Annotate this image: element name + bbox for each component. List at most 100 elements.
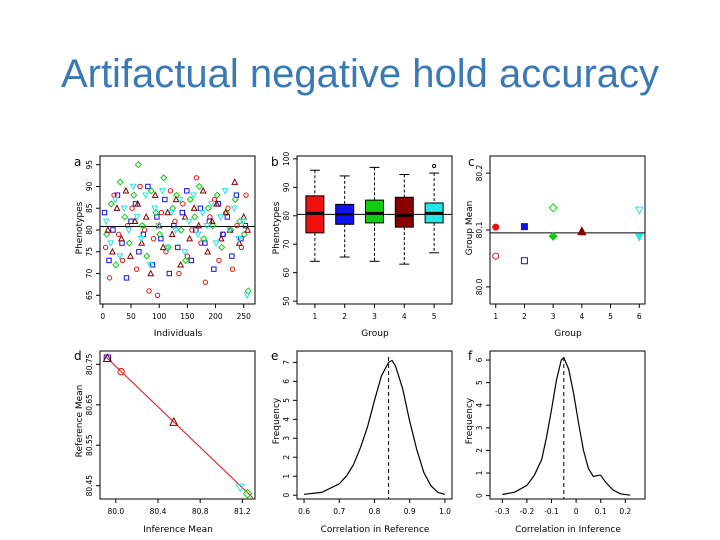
data-point <box>222 208 230 216</box>
x-tick-label: 0.1 <box>595 507 607 516</box>
data-point <box>147 187 155 195</box>
data-point <box>186 234 194 242</box>
data-point <box>164 243 172 251</box>
data-point <box>185 218 193 226</box>
slide-title: Artifactual negative hold accuracy <box>60 52 660 96</box>
panel-c-xlabel: Group <box>554 329 582 339</box>
x-tick-label: 81.2 <box>234 507 251 516</box>
data-point <box>150 236 157 242</box>
panel-c-plot: 1 2 3 4 5 6 80.0 80.1 80.2 <box>475 155 646 321</box>
group-mean-point <box>634 206 644 216</box>
y-tick-label: 3 <box>282 436 291 441</box>
x-tick-label: 2 <box>342 312 347 321</box>
data-point <box>106 257 112 264</box>
y-tick-label: 0 <box>475 493 484 498</box>
data-point <box>229 253 235 259</box>
y-tick-label: 80 <box>282 211 291 221</box>
data-point <box>116 253 124 261</box>
y-tick-label: 60 <box>282 268 291 278</box>
y-tick-label: 70 <box>85 269 94 279</box>
panel-b-label: b <box>271 155 279 169</box>
y-tick-label: 90 <box>85 181 94 191</box>
x-tick-label: 4 <box>579 312 584 321</box>
data-point <box>171 222 177 229</box>
data-point <box>119 240 125 246</box>
data-point <box>197 205 204 211</box>
data-point <box>175 244 181 251</box>
data-point <box>106 275 113 281</box>
data-point <box>151 191 159 198</box>
data-point <box>145 183 151 190</box>
data-point <box>181 249 189 256</box>
data-point <box>123 275 130 281</box>
data-point <box>160 174 168 182</box>
panel-a: a Individuals Phenotypes <box>74 155 203 339</box>
data-point <box>113 204 121 211</box>
data-point <box>180 201 186 207</box>
data-point <box>137 236 145 243</box>
panel-e-xlabel: Correlation in Reference <box>321 525 430 535</box>
data-point <box>146 288 152 294</box>
x-tick-label: 50 <box>126 312 136 321</box>
data-point <box>199 186 207 194</box>
x-tick-label: 0 <box>574 507 579 516</box>
data-point <box>190 204 198 211</box>
panel-d-xlabel: Inference Mean <box>143 525 213 535</box>
data-point <box>188 257 195 264</box>
data-point <box>154 292 161 298</box>
data-point <box>111 196 119 204</box>
data-point <box>137 183 143 190</box>
y-tick-label: 7 <box>282 360 291 365</box>
data-point <box>107 200 115 208</box>
data-point <box>133 266 140 272</box>
panel-a-xlabel: Individuals <box>154 329 203 339</box>
x-tick-label: 3 <box>551 312 556 321</box>
y-tick-label: 70 <box>282 239 291 249</box>
data-point <box>115 231 122 238</box>
data-point <box>243 192 249 198</box>
data-point <box>184 188 190 194</box>
panel-f-label: f <box>468 349 473 363</box>
data-point <box>177 226 185 234</box>
panel-f-ylabel: Frequency <box>465 397 475 444</box>
panel-d-ylabel: Reference Mean <box>75 385 85 458</box>
data-point <box>108 247 116 255</box>
data-point <box>203 222 211 230</box>
data-point <box>240 230 248 238</box>
data-point <box>151 205 159 213</box>
data-point <box>208 201 216 208</box>
data-point <box>231 195 239 204</box>
data-point <box>156 230 164 238</box>
group-mean-point <box>520 223 528 231</box>
y-tick-label: 50 <box>282 296 291 306</box>
y-tick-label: 80 <box>85 225 94 235</box>
x-tick-label: 3 <box>372 312 377 321</box>
group-mean-point <box>577 226 587 236</box>
panel-a-ylabel: Phenotypes <box>75 201 85 254</box>
y-tick-label: 5 <box>475 380 484 385</box>
y-tick-label: 80.45 <box>85 475 94 497</box>
data-point <box>166 270 173 277</box>
y-tick-label: 5 <box>282 398 291 403</box>
group-mean-point <box>548 203 558 213</box>
mean-point <box>169 416 179 426</box>
y-tick-label: 6 <box>475 357 484 362</box>
data-point <box>102 218 110 226</box>
data-point <box>191 213 199 221</box>
x-tick-label: 80.0 <box>107 507 124 516</box>
data-point <box>130 191 138 199</box>
y-tick-label: 80.75 <box>85 353 94 375</box>
data-point <box>103 230 111 238</box>
data-point <box>138 222 146 230</box>
y-tick-label: 90 <box>282 182 291 192</box>
panel-d: d Inference Mean Reference Mean <box>74 349 213 535</box>
data-point <box>168 209 176 217</box>
data-point <box>133 214 141 221</box>
y-tick-label: 3 <box>475 425 484 430</box>
x-tick-label: -0.3 <box>495 507 510 516</box>
x-tick-label: 1 <box>312 312 317 321</box>
data-point <box>104 226 112 233</box>
panel-c-label: c <box>468 155 475 169</box>
y-tick-label: 95 <box>85 160 94 170</box>
